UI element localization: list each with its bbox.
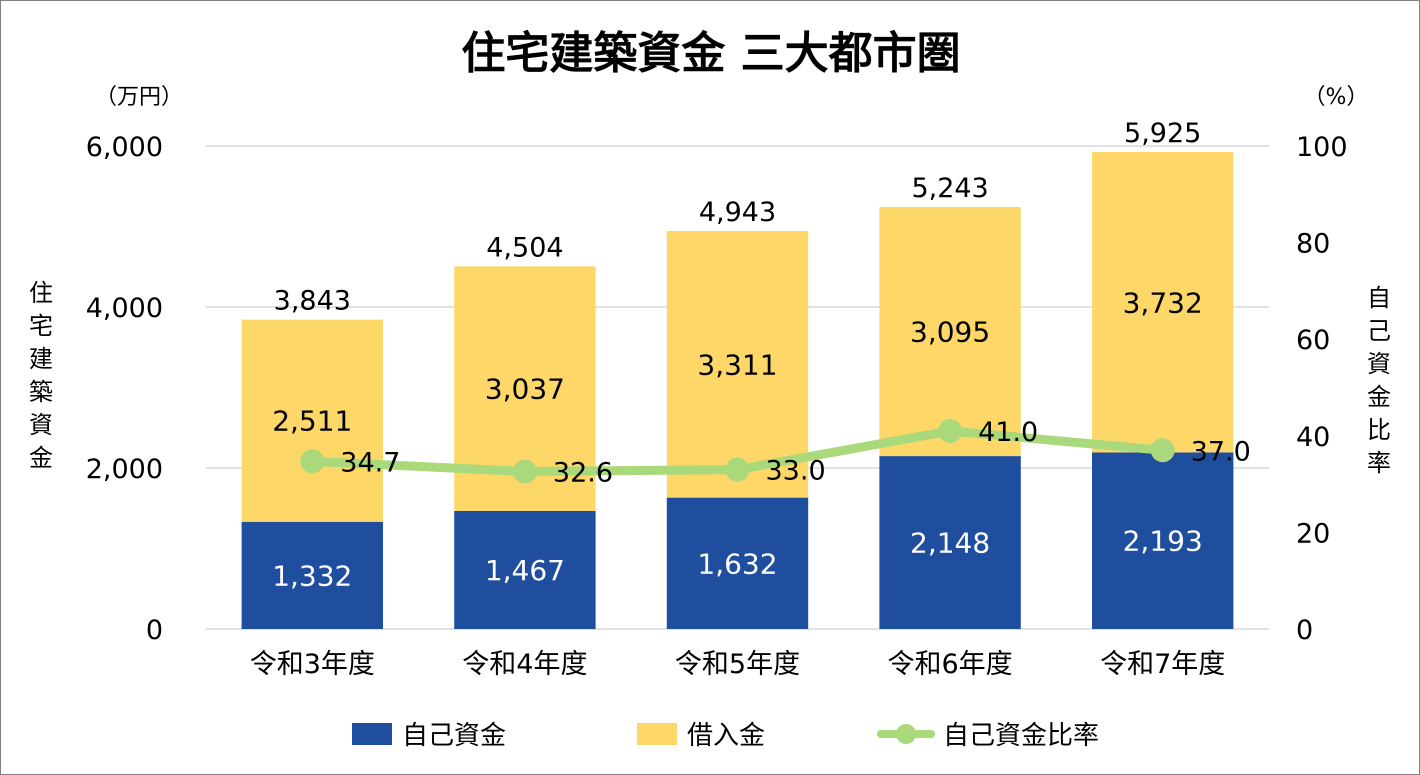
y-axis-unit: （万円） bbox=[95, 85, 183, 110]
line-layer bbox=[300, 418, 1175, 484]
y2-tick-label: 100 bbox=[1296, 132, 1348, 163]
self-funds-data-label: 2,193 bbox=[1123, 525, 1203, 558]
label-layer: 1,332 2,511 3,843 1,467 3,037 4,504 1,632 3,311… bbox=[272, 118, 1251, 592]
total-data-label: 5,925 bbox=[1124, 118, 1201, 149]
ratio-point bbox=[938, 418, 963, 443]
y2-axis-title-char: 率 bbox=[1367, 449, 1391, 477]
y-axis-title-char: 築 bbox=[29, 378, 53, 406]
y-axis-title-char: 建 bbox=[29, 345, 53, 373]
x-category-label: 令和7年度 bbox=[1100, 649, 1225, 680]
total-data-label: 4,943 bbox=[699, 197, 776, 228]
borrowing-data-label: 3,732 bbox=[1123, 286, 1203, 319]
ratio-point bbox=[512, 459, 537, 484]
y2-tick-label: 0 bbox=[1296, 615, 1313, 646]
total-data-label: 5,243 bbox=[911, 173, 988, 204]
borrowing-data-label: 3,095 bbox=[910, 316, 990, 349]
y2-tick-label: 60 bbox=[1296, 325, 1330, 356]
ratio-point bbox=[1150, 438, 1175, 463]
y-tick-label: 2,000 bbox=[86, 454, 163, 485]
x-category-label: 令和5年度 bbox=[675, 649, 800, 680]
y-axis-title-char: 宅 bbox=[29, 312, 53, 340]
legend-label-self-funds: 自己資金 bbox=[402, 721, 506, 751]
ratio-data-label: 33.0 bbox=[766, 456, 826, 487]
bar-self-funds bbox=[241, 521, 383, 629]
x-category-label: 令和4年度 bbox=[462, 649, 587, 680]
self-funds-data-label: 1,632 bbox=[697, 547, 777, 580]
y2-axis-title-char: 資 bbox=[1367, 350, 1391, 378]
self-funds-data-label: 2,148 bbox=[910, 527, 990, 560]
legend-marker-ratio bbox=[896, 724, 916, 744]
borrowing-data-label: 3,311 bbox=[697, 348, 777, 381]
self-funds-data-label: 1,467 bbox=[485, 554, 565, 587]
y2-axis-title-char: 自 bbox=[1367, 284, 1391, 312]
ratio-data-label: 37.0 bbox=[1191, 436, 1251, 467]
legend-label-ratio: 自己資金比率 bbox=[943, 721, 1099, 751]
bar-self-funds bbox=[879, 456, 1021, 629]
self-funds-data-label: 1,332 bbox=[272, 559, 352, 592]
bar-borrowing bbox=[241, 319, 383, 522]
y-axis-title-char: 住 bbox=[29, 279, 53, 307]
y2-axis-unit: （%） bbox=[1304, 85, 1369, 110]
bar-self-funds bbox=[454, 510, 596, 629]
axis-layer: 02,0004,0006,000020406080100住宅建築資金自己資金比率… bbox=[29, 132, 1391, 680]
y2-tick-label: 40 bbox=[1296, 422, 1330, 453]
borrowing-data-label: 3,037 bbox=[485, 373, 565, 406]
y-tick-label: 4,000 bbox=[86, 293, 163, 324]
legend-swatch-self-funds bbox=[352, 723, 392, 745]
chart-title: 住宅建築資金 三大都市圏 bbox=[461, 28, 960, 79]
borrowing-data-label: 2,511 bbox=[272, 405, 352, 438]
legend-layer: 自己資金 借入金 自己資金比率 bbox=[352, 721, 1099, 751]
ratio-data-label: 34.7 bbox=[340, 447, 400, 478]
y-tick-label: 6,000 bbox=[86, 132, 163, 163]
y2-tick-label: 80 bbox=[1296, 229, 1330, 260]
ratio-data-label: 41.0 bbox=[978, 417, 1038, 448]
y-tick-label: 0 bbox=[146, 615, 163, 646]
ratio-point bbox=[300, 449, 325, 474]
ratio-data-label: 32.6 bbox=[553, 458, 613, 489]
y2-tick-label: 20 bbox=[1296, 518, 1330, 549]
y-axis-title-char: 資 bbox=[29, 411, 53, 439]
y2-axis-title-char: 金 bbox=[1367, 383, 1391, 411]
bar-self-funds bbox=[1092, 452, 1234, 629]
legend-swatch-borrowing bbox=[637, 723, 677, 745]
x-category-label: 令和3年度 bbox=[250, 649, 375, 680]
y2-axis-title-char: 己 bbox=[1367, 317, 1391, 345]
bar-borrowing bbox=[879, 206, 1021, 457]
ratio-point bbox=[725, 457, 750, 482]
legend-label-borrowing: 借入金 bbox=[687, 721, 765, 751]
y2-axis-title-char: 比 bbox=[1367, 416, 1391, 444]
y-axis-title-char: 金 bbox=[29, 444, 53, 472]
total-data-label: 3,843 bbox=[274, 286, 351, 317]
total-data-label: 4,504 bbox=[486, 232, 563, 263]
bar-borrowing bbox=[1092, 152, 1234, 453]
bar-self-funds bbox=[666, 497, 809, 629]
x-category-label: 令和6年度 bbox=[888, 649, 1013, 680]
bar-borrowing bbox=[666, 231, 809, 498]
